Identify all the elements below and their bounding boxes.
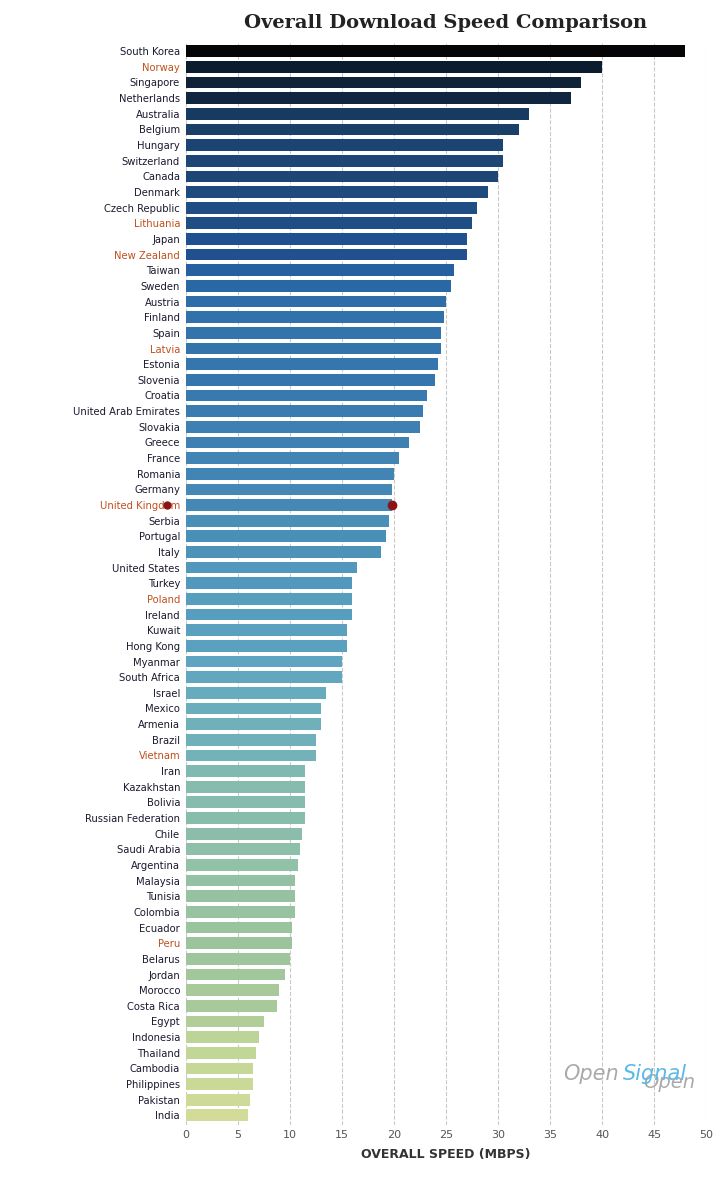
Bar [186, 812, 305, 824]
Bar [186, 656, 342, 667]
Text: Open: Open [644, 1073, 696, 1093]
Bar [186, 1094, 250, 1106]
Bar [186, 827, 302, 839]
Bar [186, 437, 409, 448]
Bar [186, 343, 440, 355]
X-axis label: OVERALL SPEED (MBPS): OVERALL SPEED (MBPS) [361, 1147, 531, 1161]
Bar [186, 1109, 248, 1121]
Bar [186, 453, 399, 464]
Bar [186, 624, 347, 636]
Bar [186, 468, 394, 480]
Bar [186, 123, 519, 135]
Bar [186, 281, 451, 291]
Bar [186, 484, 392, 496]
Bar [186, 687, 326, 698]
Bar [186, 61, 602, 73]
Bar [186, 202, 477, 214]
Bar [186, 702, 321, 714]
Bar [186, 593, 352, 605]
Bar [186, 1047, 256, 1059]
Bar [186, 515, 389, 527]
Bar [186, 107, 529, 119]
Bar [186, 186, 488, 198]
Bar [186, 906, 295, 918]
Bar [186, 640, 347, 652]
Bar [186, 578, 352, 589]
Bar [186, 1063, 253, 1075]
Bar [186, 405, 423, 417]
Bar [186, 217, 472, 229]
Bar [186, 671, 342, 683]
Bar [186, 719, 321, 730]
Bar [186, 843, 300, 855]
Bar [186, 155, 503, 167]
Bar [186, 92, 571, 104]
Bar [186, 734, 316, 745]
Bar [186, 765, 305, 777]
Bar [186, 999, 277, 1011]
Bar [186, 45, 685, 57]
Bar [186, 796, 305, 808]
Bar [186, 312, 444, 324]
Bar [186, 984, 280, 996]
Bar [186, 248, 467, 260]
Bar [186, 860, 298, 870]
Bar [186, 374, 435, 386]
Bar [186, 296, 446, 307]
Bar [186, 1078, 253, 1090]
Bar [186, 264, 454, 276]
Bar [186, 875, 295, 886]
Bar [186, 421, 420, 432]
Bar [186, 922, 292, 934]
Text: Open: Open [563, 1064, 619, 1084]
Bar [186, 750, 316, 762]
Bar [186, 140, 503, 150]
Bar [186, 76, 581, 88]
Bar [186, 358, 438, 370]
Text: Signal: Signal [623, 1064, 687, 1084]
Bar [186, 891, 295, 903]
Bar [186, 561, 357, 573]
Bar [186, 1032, 258, 1044]
Bar [186, 389, 427, 401]
Bar [186, 499, 392, 511]
Bar [186, 530, 386, 542]
Bar [186, 1016, 264, 1027]
Bar [186, 953, 290, 965]
Bar [186, 171, 498, 183]
Bar [186, 546, 381, 558]
Title: Overall Download Speed Comparison: Overall Download Speed Comparison [245, 14, 647, 32]
Bar [186, 609, 352, 621]
Bar [186, 233, 467, 245]
Bar [186, 937, 292, 949]
Bar [186, 781, 305, 793]
Bar [186, 968, 285, 980]
Bar [186, 327, 440, 339]
